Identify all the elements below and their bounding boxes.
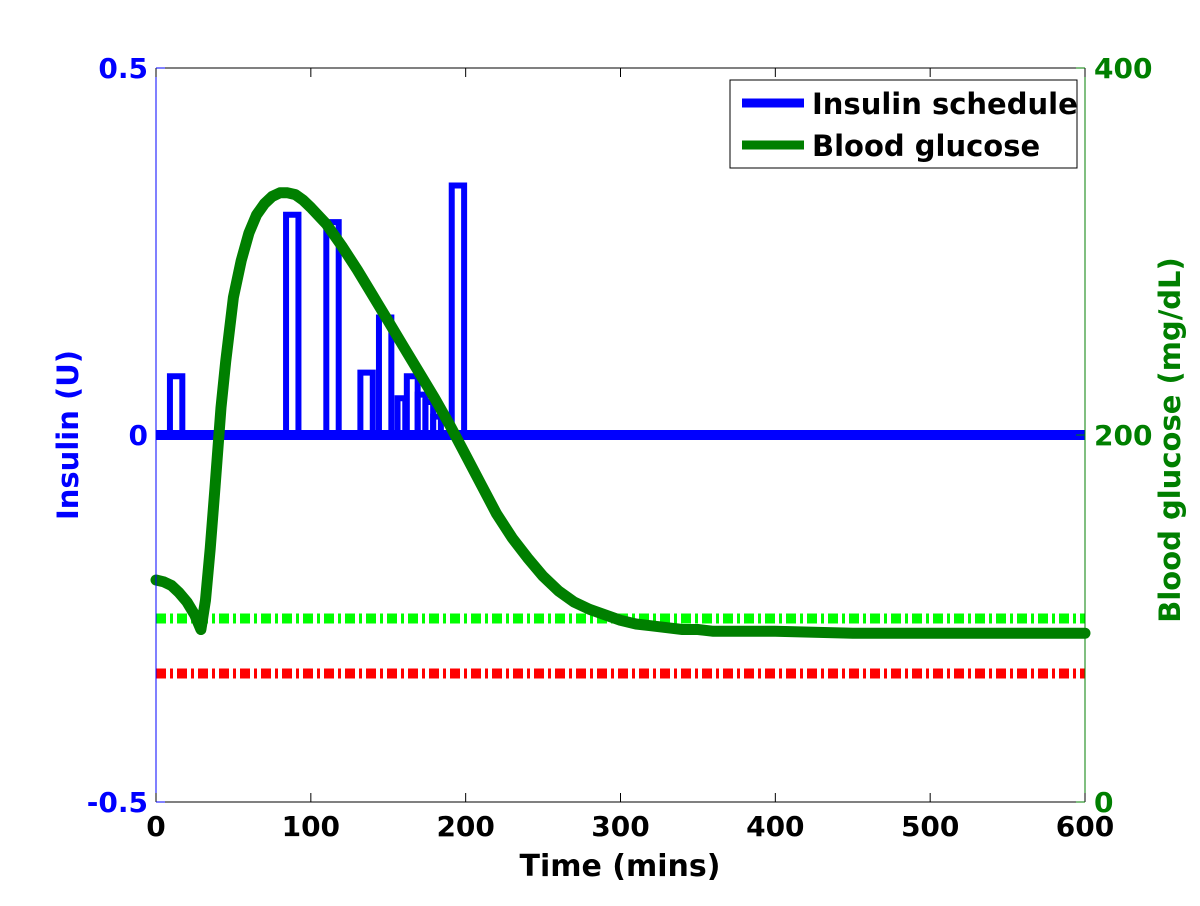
legend-label-insulin: Insulin schedule: [812, 87, 1078, 121]
insulin-pulse-0: [166, 373, 186, 435]
left-y-tick-label: 0: [129, 419, 148, 452]
insulin-pulse-4: [375, 314, 395, 435]
insulin-pulse-2: [323, 219, 342, 435]
x-axis-label: Time (mins): [520, 849, 721, 884]
right-y-tick-label: 200: [1094, 419, 1152, 452]
x-tick-label: 600: [1056, 810, 1114, 843]
insulin-pulse-10: [448, 182, 468, 435]
x-tick-label: 500: [901, 810, 959, 843]
threshold-lines: [156, 613, 1085, 679]
x-tick-label: 200: [436, 810, 494, 843]
x-tick-label: 0: [146, 810, 165, 843]
right-y-tick-label: 0: [1094, 786, 1113, 819]
insulin-series: [156, 182, 1085, 440]
left-y-tick-label: -0.5: [87, 786, 148, 819]
x-tick-label: 300: [591, 810, 649, 843]
x-tick-label: 400: [746, 810, 804, 843]
legend-label-glucose: Blood glucose: [812, 129, 1040, 163]
legend: Insulin schedule Blood glucose: [729, 79, 1078, 169]
insulin-pulse-1: [283, 211, 302, 435]
glucose-series: [150, 187, 1091, 639]
legend-box: [729, 79, 1078, 169]
left-y-axis-label: Insulin (U): [51, 350, 85, 520]
right-y-tick-label: 400: [1094, 52, 1152, 85]
left-y-tick-label: 0.5: [98, 52, 148, 85]
x-tick-label: 100: [282, 810, 340, 843]
right-y-axis-label: Blood glucose (mg/dL): [1153, 257, 1187, 623]
insulin-pulse-9: [430, 413, 444, 435]
insulin-pulse-3: [357, 369, 376, 435]
glucose-line: [150, 187, 1091, 639]
